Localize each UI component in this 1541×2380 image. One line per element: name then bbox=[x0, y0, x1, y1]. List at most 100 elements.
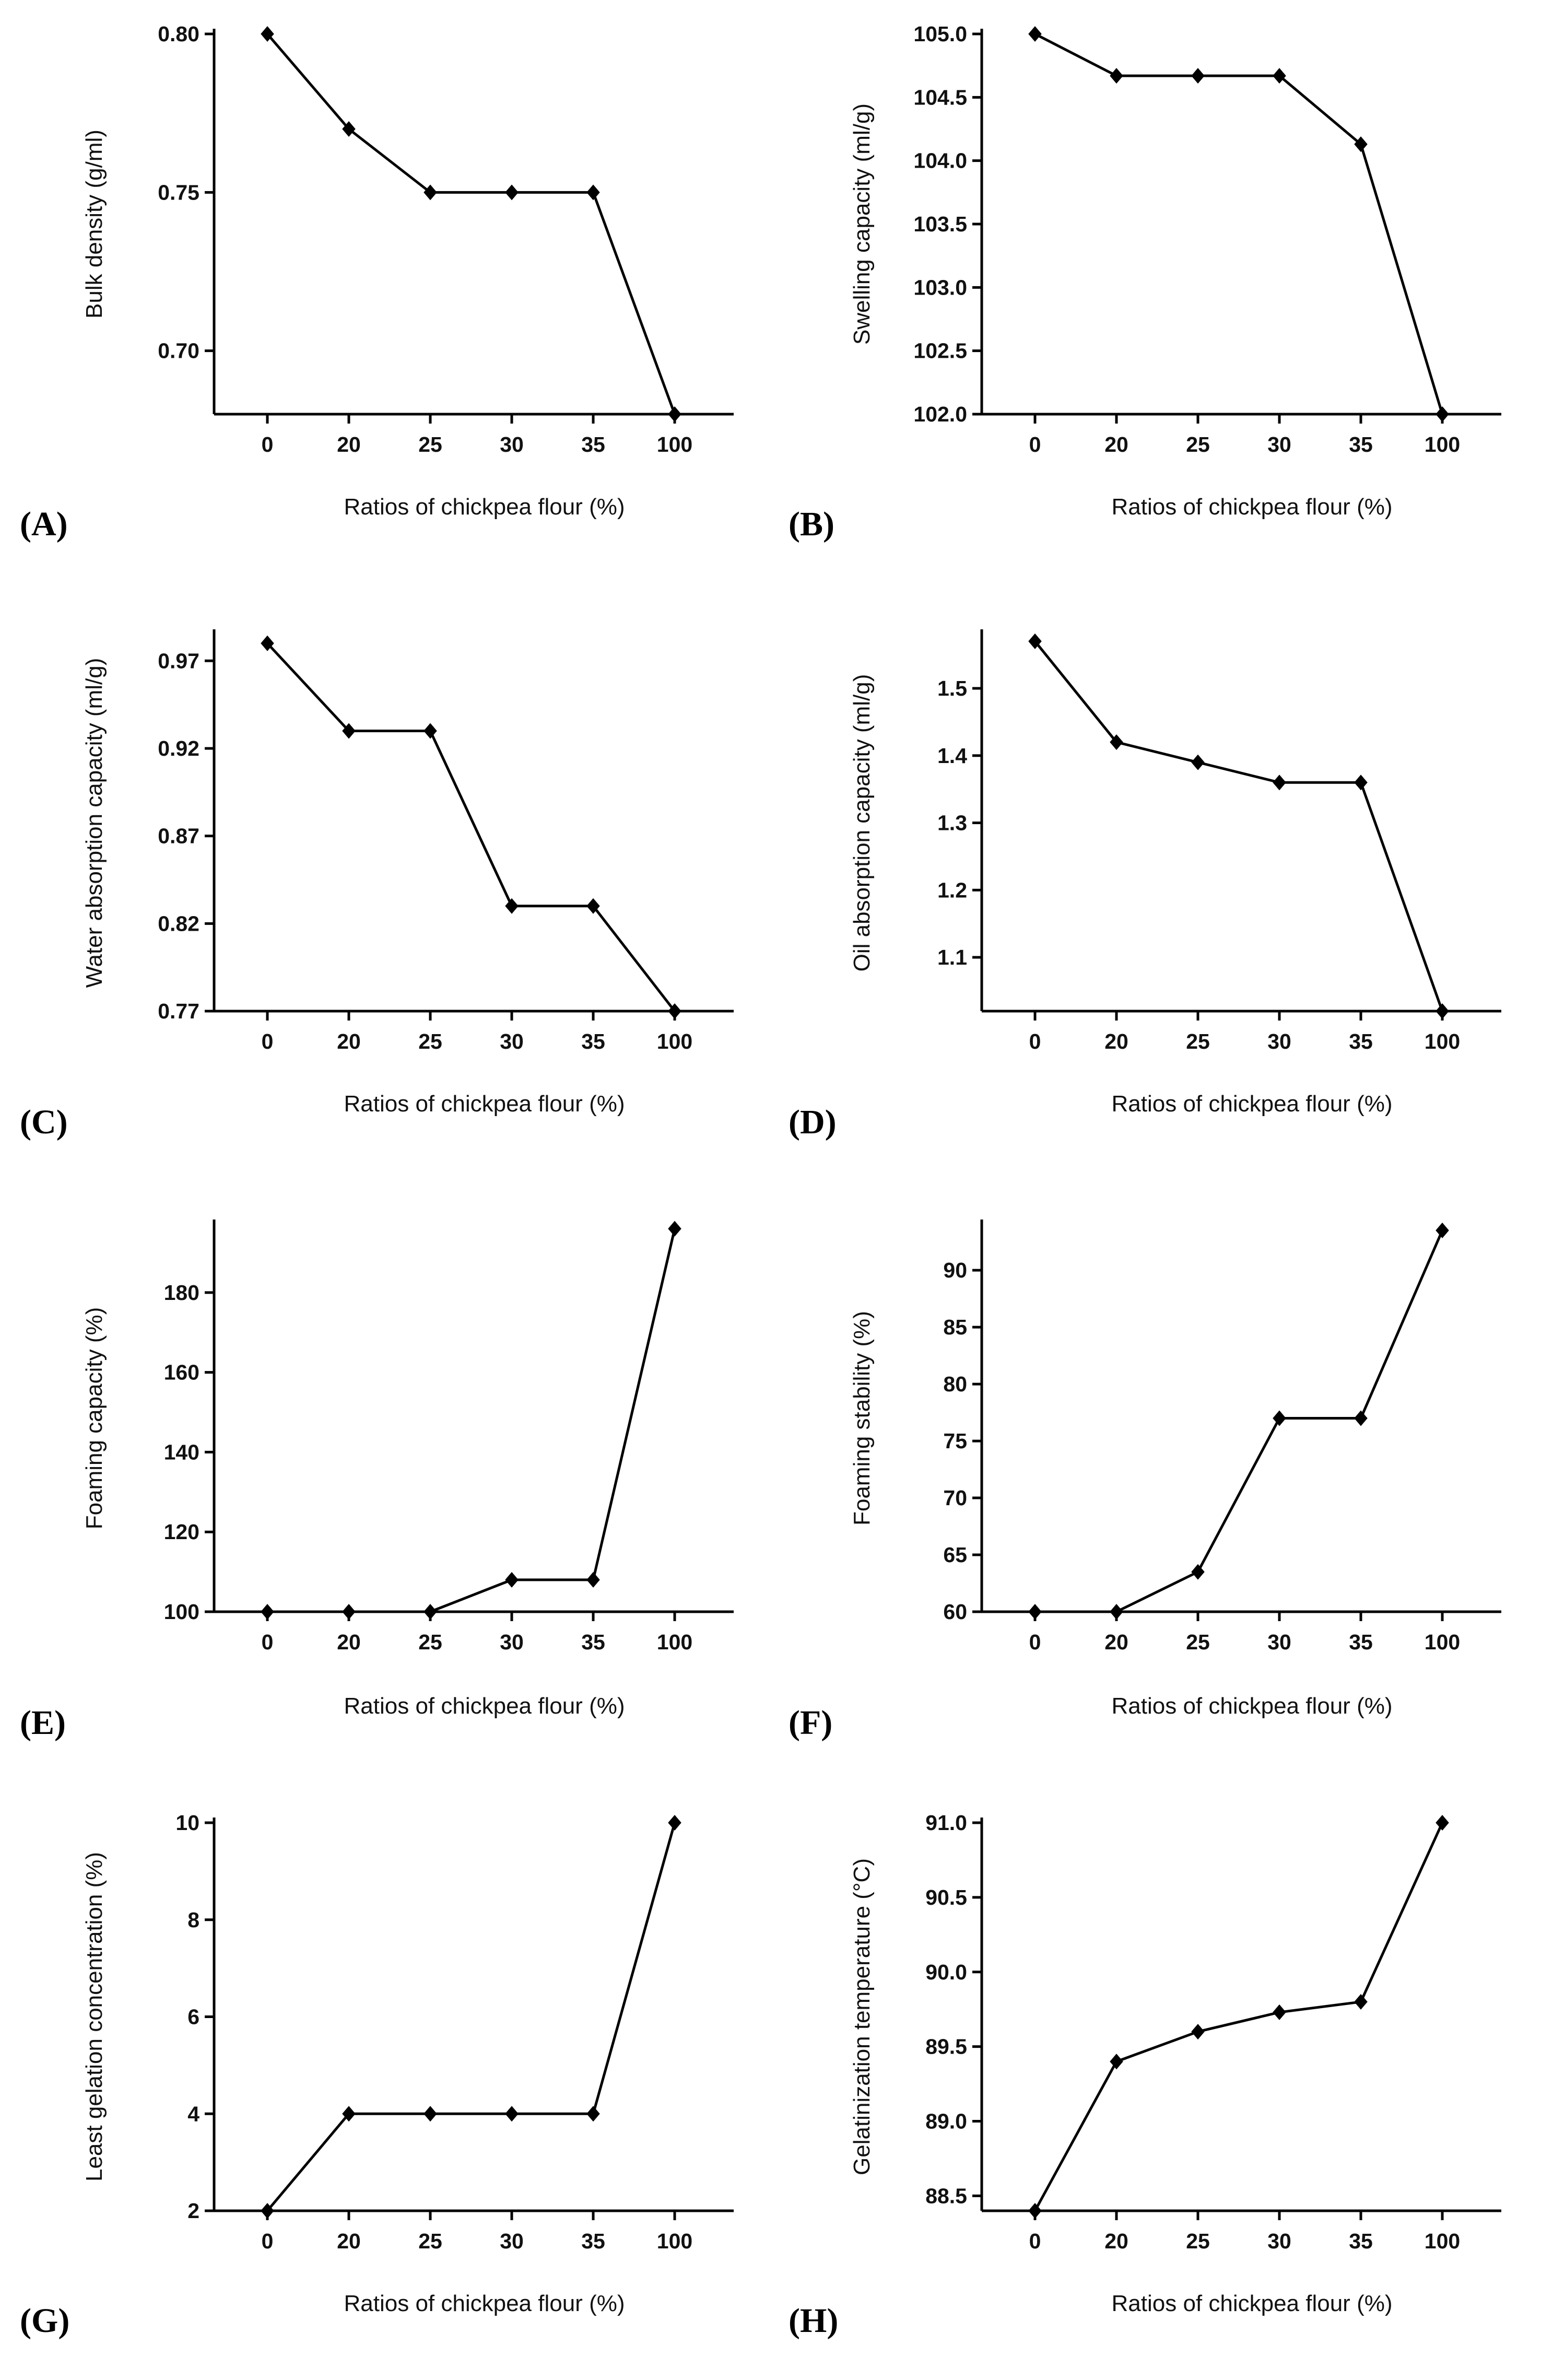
series-line bbox=[1033, 1822, 1444, 2212]
x-tick-label: 35 bbox=[581, 1630, 605, 1654]
y-tick-label: 10 bbox=[175, 1811, 199, 1835]
y-tick-label: 104.5 bbox=[913, 85, 967, 109]
data-point-marker bbox=[1436, 1222, 1449, 1238]
y-tick-label: 8 bbox=[187, 1908, 199, 1932]
y-axis-title: Oil absorption capacity (ml/g) bbox=[849, 674, 875, 972]
x-tick-label: 100 bbox=[657, 1029, 692, 1053]
y-tick-label: 0.97 bbox=[158, 649, 199, 673]
data-point-marker bbox=[586, 184, 600, 201]
y-axis-title: Swelling capacity (ml/g) bbox=[849, 103, 875, 345]
data-point-marker bbox=[1436, 1815, 1449, 1831]
y-tick-label: 102.5 bbox=[913, 339, 967, 363]
y-tick-label: 0.77 bbox=[158, 999, 199, 1023]
chart-panel-f: 60 65 70 75 80 85 90 0 20 25 30 35 100 Foaming stabil… bbox=[789, 1220, 1501, 1742]
x-axis-title: Ratios of chickpea flour (%) bbox=[1112, 2291, 1393, 2316]
panel-label: (C) bbox=[20, 1103, 68, 1141]
chart-panel-b: 102.0 102.5 103.0 103.5 104.0 104.5 105.0 0 20 25… bbox=[789, 22, 1501, 543]
data-point-marker bbox=[1191, 68, 1205, 84]
x-tick-label: 25 bbox=[418, 1630, 442, 1654]
chart-panel-a: 0.70 0.75 0.80 0 20 25 30 35 100 Bulk density (g/… bbox=[20, 22, 734, 543]
x-tick-label: 35 bbox=[581, 1029, 605, 1053]
data-point-marker bbox=[668, 1221, 681, 1237]
y-tick-label: 1.4 bbox=[937, 744, 967, 768]
data-point-marker bbox=[1273, 68, 1286, 84]
x-tick-label: 0 bbox=[262, 2229, 274, 2253]
panel-label: (A) bbox=[20, 505, 68, 543]
x-axis-title: Ratios of chickpea flour (%) bbox=[1112, 1693, 1393, 1719]
chart-panel-h: 88.5 89.0 89.5 90.0 90.5 91.0 0 20 25 30 35 100 Gela… bbox=[789, 1811, 1501, 2340]
x-tick-label: 100 bbox=[1425, 2229, 1460, 2253]
x-tick-label: 25 bbox=[1186, 2229, 1210, 2253]
panel-label: (F) bbox=[789, 1704, 832, 1742]
x-tick-label: 35 bbox=[581, 2229, 605, 2253]
x-tick-label: 100 bbox=[657, 2229, 692, 2253]
data-point-marker bbox=[1436, 406, 1449, 422]
y-tick-label: 105.0 bbox=[913, 22, 967, 46]
series-line bbox=[267, 1228, 676, 1613]
data-point-marker bbox=[261, 1604, 274, 1620]
y-tick-label: 100 bbox=[164, 1600, 199, 1624]
data-point-marker bbox=[342, 2106, 356, 2122]
x-tick-label: 20 bbox=[1104, 1630, 1128, 1654]
panel-label: (E) bbox=[20, 1704, 66, 1742]
x-tick-label: 100 bbox=[657, 432, 692, 456]
data-point-marker bbox=[668, 1815, 681, 1831]
x-tick-label: 35 bbox=[1349, 2229, 1373, 2253]
y-tick-label: 0.87 bbox=[158, 824, 199, 848]
data-point-marker bbox=[1028, 1604, 1042, 1620]
y-axis-title: Water absorption capacity (ml/g) bbox=[81, 658, 107, 988]
y-tick-label: 6 bbox=[187, 2005, 199, 2029]
x-axis-title: Ratios of chickpea flour (%) bbox=[344, 1091, 625, 1117]
x-tick-label: 100 bbox=[657, 1630, 692, 1654]
y-tick-label: 0.75 bbox=[158, 180, 199, 204]
y-tick-label: 65 bbox=[943, 1543, 967, 1567]
x-axis-title: Ratios of chickpea flour (%) bbox=[344, 2291, 625, 2316]
panel-label: (G) bbox=[20, 2302, 69, 2340]
x-axis-title: Ratios of chickpea flour (%) bbox=[344, 1693, 625, 1719]
data-point-marker bbox=[1273, 775, 1286, 791]
data-point-marker bbox=[505, 184, 519, 201]
data-point-marker bbox=[1191, 754, 1205, 770]
x-tick-label: 20 bbox=[1104, 2229, 1128, 2253]
x-tick-label: 20 bbox=[337, 1029, 361, 1053]
series-line bbox=[266, 33, 676, 415]
y-tick-label: 180 bbox=[164, 1281, 199, 1305]
data-point-marker bbox=[1110, 1604, 1123, 1620]
data-point-marker bbox=[1354, 136, 1368, 153]
x-tick-label: 30 bbox=[1267, 1630, 1291, 1654]
x-tick-label: 20 bbox=[1104, 432, 1128, 456]
y-axis-title: Foaming capacity (%) bbox=[81, 1307, 107, 1529]
x-tick-label: 25 bbox=[418, 2229, 442, 2253]
y-tick-label: 75 bbox=[943, 1429, 967, 1453]
x-tick-label: 100 bbox=[1425, 1029, 1460, 1053]
data-point-marker bbox=[261, 2203, 274, 2219]
y-tick-label: 160 bbox=[164, 1361, 199, 1385]
x-tick-label: 0 bbox=[262, 432, 274, 456]
y-tick-label: 120 bbox=[164, 1520, 199, 1544]
x-tick-label: 25 bbox=[1186, 432, 1210, 456]
y-axis-title: Gelatinization temperature (°C) bbox=[849, 1858, 875, 2175]
x-tick-label: 35 bbox=[1349, 1029, 1373, 1053]
x-tick-label: 0 bbox=[1029, 1029, 1041, 1053]
series-line bbox=[1034, 32, 1444, 415]
y-tick-label: 90.0 bbox=[925, 1960, 967, 1984]
x-tick-label: 0 bbox=[1029, 1630, 1041, 1654]
data-point-marker bbox=[1110, 68, 1123, 84]
data-point-marker bbox=[1191, 2024, 1205, 2040]
data-point-marker bbox=[424, 1604, 437, 1620]
data-point-marker bbox=[505, 1572, 519, 1588]
data-point-marker bbox=[1273, 2004, 1286, 2020]
y-tick-label: 1.2 bbox=[937, 878, 967, 902]
x-tick-label: 20 bbox=[1104, 1029, 1128, 1053]
y-tick-label: 140 bbox=[164, 1440, 199, 1464]
data-point-marker bbox=[424, 184, 437, 201]
data-point-marker bbox=[342, 723, 356, 739]
x-tick-label: 100 bbox=[1425, 1630, 1460, 1654]
data-point-marker bbox=[1354, 1994, 1368, 2010]
data-point-marker bbox=[1191, 1564, 1205, 1580]
y-tick-label: 85 bbox=[943, 1315, 967, 1339]
x-tick-label: 0 bbox=[262, 1029, 274, 1053]
x-axis-title: Ratios of chickpea flour (%) bbox=[1112, 494, 1393, 520]
